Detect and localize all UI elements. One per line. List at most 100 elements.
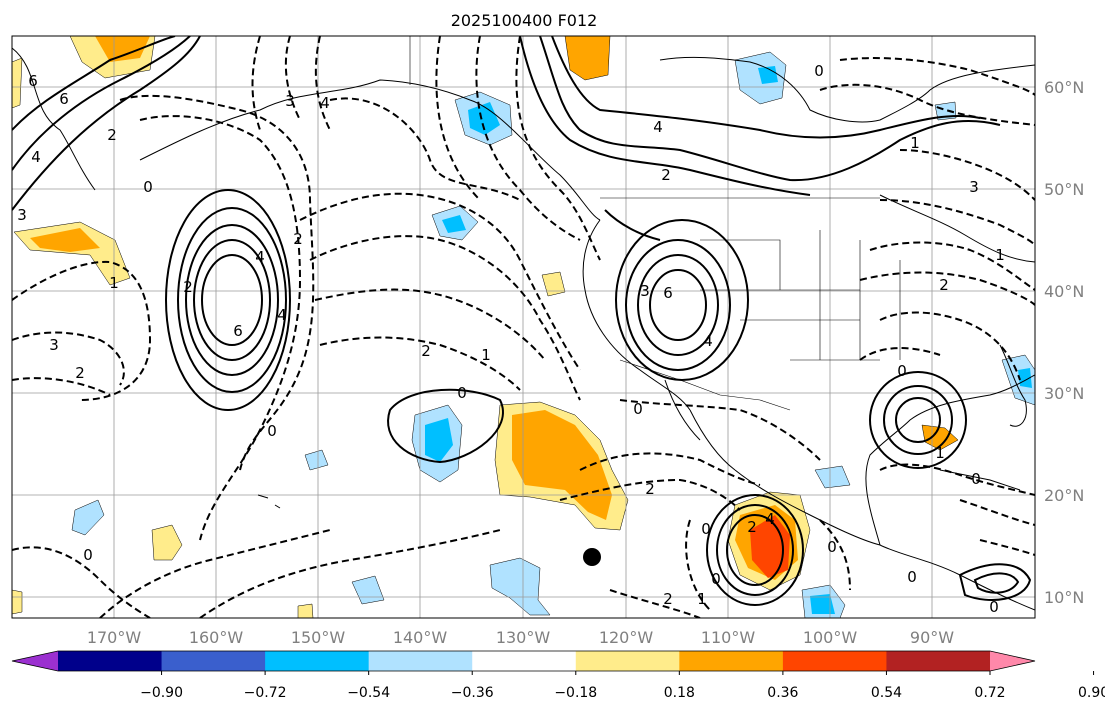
contour-label: 6 <box>233 322 243 340</box>
colorbar-segment <box>58 651 163 671</box>
lon-tick-label: 90°W <box>910 628 954 647</box>
positive-max-mexico-coast <box>750 515 790 578</box>
map-frame <box>11 35 1036 619</box>
negative-core-east <box>1018 368 1032 388</box>
contour-label: 2 <box>747 518 757 536</box>
contour-label: 4 <box>255 248 265 266</box>
contour-label: 1 <box>697 590 707 608</box>
contour-label: 4 <box>277 306 287 324</box>
contour-label: 2 <box>939 276 949 294</box>
colorbar-segment <box>161 651 266 671</box>
negative-area-w2 <box>304 449 329 471</box>
contour-label: 2 <box>661 166 671 184</box>
positive-area-small3 <box>297 603 314 618</box>
contour-label: 1 <box>995 246 1005 264</box>
colorbar-extend-high <box>990 651 1035 671</box>
lon-tick-label: 110°W <box>701 628 756 647</box>
colorbar-tick-label: 0.90 <box>1078 685 1105 701</box>
colorbar-outline <box>11 650 1036 672</box>
colorbar-tick-label: 0.72 <box>974 685 1005 701</box>
lat-tick-label: 50°N <box>1044 180 1084 199</box>
coastlines <box>12 47 1035 611</box>
lat-tick-label: 20°N <box>1044 486 1084 505</box>
colorbar-tick-label: −0.18 <box>554 685 597 701</box>
colorbar-tick-label: −0.36 <box>451 685 494 701</box>
contour-labels: 6 3 2 0 6 4 3 2 1 0 0 2 4 2 6 4 4 3 2 1 <box>17 62 1005 616</box>
lon-tick-label: 130°W <box>496 628 551 647</box>
positive-area-sw <box>151 524 183 561</box>
positive-area-north <box>564 36 611 81</box>
contour-label: 4 <box>703 332 713 350</box>
colorbar-tick-label: −0.72 <box>244 685 287 701</box>
lon-tick-label: 150°W <box>291 628 346 647</box>
map-content: 6 3 2 0 6 4 3 2 1 0 0 2 4 2 6 4 4 3 2 1 <box>12 36 1035 618</box>
lon-tick-label: 140°W <box>393 628 448 647</box>
contour-label: 6 <box>59 90 69 108</box>
positive-area-small4 <box>12 57 23 109</box>
coast-mexico <box>734 469 1035 611</box>
coast-baja <box>664 379 736 471</box>
lat-tick-label: 40°N <box>1044 282 1084 301</box>
negative-core-canada <box>758 66 778 84</box>
contour-label: 0 <box>989 598 999 616</box>
negative-core-central <box>425 418 453 462</box>
lon-tick-label: 100°W <box>803 628 858 647</box>
colorbar-segment <box>782 651 887 671</box>
map-panel: 6 3 2 0 6 4 3 2 1 0 0 2 4 2 6 4 4 3 2 1 <box>11 35 1036 619</box>
contour-label: 3 <box>49 336 59 354</box>
positive-area-small1 <box>541 271 566 297</box>
colorbar-segment <box>368 651 473 671</box>
political-borders <box>409 36 901 411</box>
contour-label: 4 <box>653 118 663 136</box>
contour-label: 3 <box>640 282 650 300</box>
contour-label: 4 <box>320 94 330 112</box>
position-marker <box>583 548 601 566</box>
lat-tick-label: 60°N <box>1044 78 1084 97</box>
contour-label: 2 <box>421 342 431 360</box>
positive-core-west <box>30 228 100 252</box>
contour-label: 0 <box>83 546 93 564</box>
contour-label: 0 <box>814 62 824 80</box>
lat-tick-label: 10°N <box>1044 588 1084 607</box>
coast-us-west <box>582 219 691 411</box>
contour-label: 3 <box>285 92 295 110</box>
colorbar-tick-label: −0.90 <box>140 685 183 701</box>
lon-tick-label: 160°W <box>189 628 244 647</box>
coast-florida <box>999 344 1027 427</box>
contour-label: 0 <box>971 470 981 488</box>
coast-hudson <box>659 56 1035 123</box>
lat-tick-label: 30°N <box>1044 384 1084 403</box>
negative-area-south <box>489 557 551 616</box>
contour-label: 0 <box>267 422 277 440</box>
contour-label: 6 <box>28 72 38 90</box>
contour-label: 3 <box>969 178 979 196</box>
colorbar: −0.90 −0.72 −0.54 −0.36 −0.18 0.18 0.36 0.54 0.7… <box>11 650 1105 701</box>
graticule <box>12 36 1035 618</box>
contour-label: 0 <box>897 362 907 380</box>
contour-label: 2 <box>75 364 85 382</box>
negative-core-alaska <box>468 102 500 135</box>
colorbar-segment <box>265 651 370 671</box>
lon-tick-label: 170°W <box>87 628 142 647</box>
map-title: 2025100400 F012 <box>451 11 598 30</box>
contour-label: 2 <box>663 590 673 608</box>
colorbar-segment <box>472 651 577 671</box>
negative-core-southeast <box>810 594 835 614</box>
coast-canada-east <box>879 194 1035 263</box>
colorbar-extend-low <box>12 651 58 671</box>
contour-label: 0 <box>633 400 643 418</box>
contour-label: 4 <box>765 510 775 528</box>
negative-area-w4 <box>814 465 851 489</box>
positive-core-nw <box>95 36 150 62</box>
colorbar-ticks: −0.90 −0.72 −0.54 −0.36 −0.18 0.18 0.36 0.54 0.7… <box>140 671 1105 701</box>
colorbar-tick-label: 0.36 <box>767 685 798 701</box>
latitude-labels: 60°N 50°N 40°N 30°N 20°N 10°N <box>1044 78 1084 607</box>
colorbar-segment <box>575 651 680 671</box>
positive-area-small2 <box>12 589 23 615</box>
contour-label: 0 <box>143 178 153 196</box>
contour-label: 2 <box>645 480 655 498</box>
colorbar-tick-label: 0.18 <box>664 685 695 701</box>
coast-gulf <box>865 374 1035 546</box>
contour-label: 6 <box>663 284 673 302</box>
contour-label: 0 <box>711 570 721 588</box>
